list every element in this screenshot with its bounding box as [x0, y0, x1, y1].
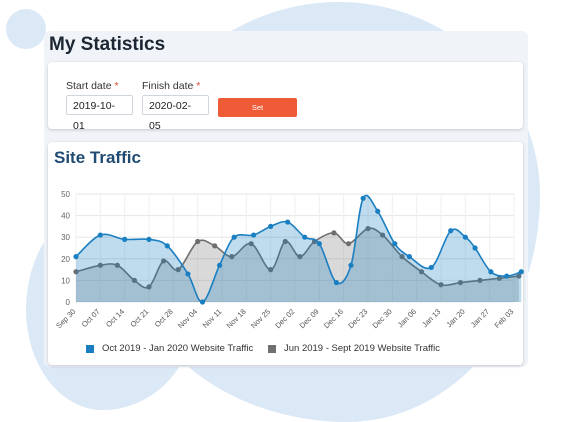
x-tick-label: Oct 14: [104, 307, 126, 329]
x-tick-label: Nov 04: [176, 307, 199, 330]
data-point-blue: [316, 241, 322, 247]
data-point-blue: [73, 254, 79, 260]
data-point-gray: [146, 284, 152, 290]
x-tick-label: Nov 25: [249, 307, 272, 330]
x-tick-label: Dec 23: [346, 307, 369, 330]
data-point-blue: [518, 269, 524, 275]
data-point-gray: [457, 279, 464, 286]
required-mark: *: [114, 80, 119, 92]
data-point-blue: [251, 232, 257, 238]
data-point-gray: [380, 232, 386, 238]
x-tick-label: Feb 03: [493, 307, 516, 330]
data-point-gray: [97, 262, 103, 268]
data-point-gray: [229, 254, 235, 260]
data-point-gray: [297, 254, 303, 260]
data-point-blue: [97, 232, 103, 238]
data-point-blue: [428, 264, 434, 271]
x-tick-label: Sep 30: [54, 307, 77, 330]
finish-date-label: Finish date *: [142, 80, 200, 92]
y-tick-label: 40: [61, 212, 70, 221]
x-tick-label: Oct 07: [80, 307, 102, 329]
data-point-blue: [146, 236, 152, 242]
data-point-gray: [365, 225, 371, 232]
set-button[interactable]: Set: [218, 98, 297, 117]
x-tick-label: Nov 18: [225, 307, 248, 330]
data-point-blue: [488, 269, 494, 275]
data-point-blue: [360, 195, 366, 201]
finish-date-field[interactable]: 2020-02-05: [142, 95, 209, 132]
data-point-gray: [399, 254, 405, 260]
y-tick-label: 10: [61, 276, 70, 285]
data-point-blue: [285, 219, 291, 225]
data-point-blue: [199, 299, 206, 305]
data-point-gray: [331, 230, 337, 236]
y-tick-label: 50: [61, 190, 70, 199]
site-traffic-card: [48, 142, 523, 365]
data-point-gray: [516, 273, 522, 279]
x-tick-label: Jan 27: [469, 307, 491, 329]
decorative-circle: [6, 9, 46, 49]
y-tick-label: 20: [61, 255, 70, 264]
start-date-label: Start date *: [66, 80, 119, 92]
finish-date-label-text: Finish date: [142, 80, 194, 92]
x-tick-label: Dec 02: [273, 307, 296, 330]
legend-swatch-blue: [86, 344, 94, 353]
data-point-gray: [175, 267, 181, 273]
data-point-blue: [185, 271, 191, 277]
data-point-blue: [268, 223, 274, 229]
required-mark: *: [196, 80, 201, 92]
start-date-label-text: Start date: [66, 80, 112, 92]
series-area-gray: [76, 228, 519, 302]
data-point-gray: [131, 277, 137, 283]
data-point-blue: [164, 243, 170, 249]
legend-item-series2[interactable]: Jun 2019 - Sept 2019 Website Traffic: [268, 343, 440, 354]
x-tick-label: Oct 21: [128, 307, 150, 329]
data-point-gray: [114, 262, 120, 268]
data-point-blue: [122, 236, 128, 242]
data-point-gray: [248, 241, 254, 247]
x-tick-label: Dec 16: [322, 307, 345, 330]
data-point-blue: [216, 262, 223, 268]
data-point-blue: [448, 228, 454, 234]
start-date-field[interactable]: 2019-10-01: [66, 95, 133, 132]
legend-label: Jun 2019 - Sept 2019 Website Traffic: [284, 343, 440, 354]
x-tick-label: Jan 13: [420, 307, 442, 329]
data-point-gray: [496, 275, 502, 281]
data-point-blue: [406, 254, 412, 260]
chart-title: Site Traffic: [54, 148, 141, 167]
x-tick-label: Nov 11: [201, 307, 224, 330]
data-point-blue: [375, 208, 381, 214]
data-point-gray: [438, 282, 444, 288]
data-point-blue: [504, 273, 510, 279]
data-point-gray: [477, 277, 483, 283]
data-point-blue: [302, 234, 308, 240]
data-point-blue: [231, 234, 237, 240]
legend-label: Oct 2019 - Jan 2020 Website Traffic: [102, 343, 254, 354]
data-point-blue: [462, 234, 468, 240]
data-point-gray: [345, 241, 352, 247]
legend-swatch-gray: [268, 344, 276, 353]
x-tick-label: Dec 30: [371, 307, 394, 330]
data-point-gray: [268, 267, 274, 273]
x-tick-label: Oct 28: [153, 307, 175, 329]
legend-item-series1[interactable]: Oct 2019 - Jan 2020 Website Traffic: [86, 343, 253, 354]
data-point-gray: [418, 269, 425, 275]
data-point-gray: [212, 243, 218, 249]
series-area-blue: [76, 195, 522, 303]
data-point-blue: [348, 262, 354, 268]
data-point-gray: [73, 269, 79, 275]
data-point-gray: [195, 238, 201, 245]
x-tick-label: Jan 20: [444, 307, 466, 329]
y-tick-label: 30: [61, 233, 70, 242]
data-point-blue: [472, 245, 478, 251]
y-tick-label: 0: [66, 298, 71, 307]
page-title: My Statistics: [49, 34, 166, 55]
data-point-gray: [161, 258, 167, 264]
x-tick-label: Dec 09: [298, 307, 321, 330]
traffic-chart: 0 10 20 30 40 50 Sep 30 Oct 07 Oct 14 Oct 21 Oct 2…: [54, 190, 524, 330]
x-tick-label: Jan 06: [396, 307, 418, 329]
data-point-blue: [392, 241, 398, 247]
data-point-blue: [333, 279, 339, 286]
data-point-gray: [282, 238, 288, 245]
